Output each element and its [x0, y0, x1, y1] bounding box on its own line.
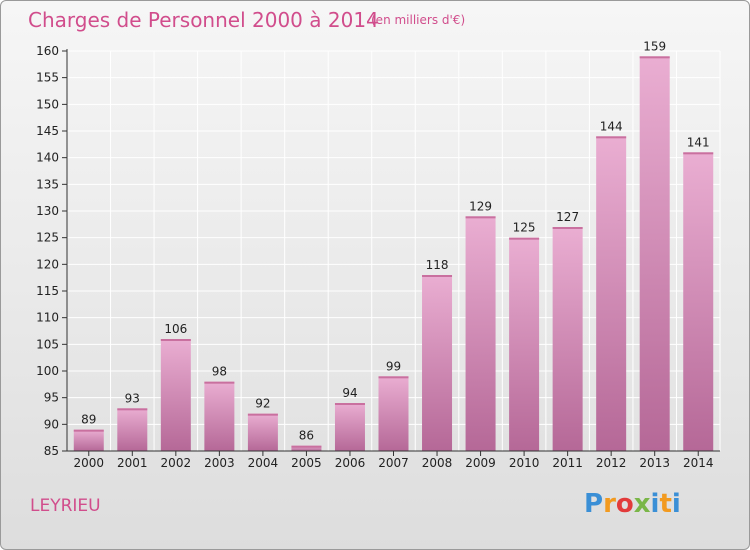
- value-label: 127: [556, 210, 579, 224]
- bar-top-2011: [552, 227, 583, 229]
- bar-top-2013: [639, 56, 670, 59]
- x-tick-label: 2001: [117, 456, 148, 470]
- bar-top-2006: [334, 403, 365, 405]
- bar-top-2004: [247, 413, 278, 416]
- y-tick-label: 125: [36, 231, 59, 245]
- value-label: 159: [643, 39, 666, 53]
- y-tick-label: 120: [36, 257, 59, 271]
- y-tick-label: 90: [44, 417, 59, 431]
- bar-2012: [596, 136, 627, 452]
- logo-letter: r: [603, 489, 616, 519]
- commune-name: LEYRIEU: [30, 496, 101, 516]
- value-label: 86: [299, 429, 314, 443]
- logo-letter: o: [615, 489, 634, 519]
- x-tick-label: 2005: [291, 456, 322, 470]
- y-tick-label: 160: [36, 44, 59, 58]
- y-tick-label: 140: [36, 151, 59, 165]
- bar-top-2002: [160, 339, 191, 341]
- y-tick-label: 145: [36, 124, 59, 138]
- bar-2007: [378, 376, 409, 451]
- value-label: 125: [513, 221, 536, 235]
- value-label: 106: [164, 322, 187, 336]
- x-tick-label: 2008: [422, 456, 453, 470]
- logo-letter: i: [671, 489, 681, 519]
- value-label: 141: [687, 135, 710, 149]
- bar-top-2003: [204, 381, 235, 384]
- value-label: 144: [600, 119, 623, 133]
- bar-2005: [291, 445, 322, 451]
- chart-title: Charges de Personnel 2000 à 2014: [28, 8, 379, 32]
- bar-2010: [509, 237, 540, 451]
- value-label: 99: [386, 359, 401, 373]
- x-tick-label: 2010: [509, 456, 540, 470]
- y-tick-label: 95: [44, 391, 59, 405]
- y-tick-label: 135: [36, 177, 59, 191]
- value-label: 93: [125, 391, 140, 405]
- y-tick-label: 155: [36, 71, 59, 85]
- logo-letter: x: [633, 489, 651, 519]
- bar-top-2010: [509, 237, 540, 240]
- bar-top-2012: [596, 136, 627, 139]
- x-tick-label: 2011: [552, 456, 583, 470]
- bar-2011: [552, 227, 583, 451]
- bar-top-2008: [422, 275, 453, 277]
- logo-letter: t: [659, 489, 672, 519]
- bar-2004: [247, 413, 278, 451]
- value-label: 98: [212, 365, 227, 379]
- logo-letter: i: [650, 489, 660, 519]
- bar-2003: [204, 381, 235, 451]
- x-tick-label: 2006: [335, 456, 366, 470]
- value-label: 129: [469, 199, 492, 213]
- proxiti-logo: Proxiti: [584, 489, 681, 519]
- y-tick-label: 115: [36, 284, 59, 298]
- value-label: 92: [255, 397, 270, 411]
- y-tick-label: 110: [36, 311, 59, 325]
- bar-top-2014: [683, 152, 714, 155]
- y-tick-label: 105: [36, 337, 59, 351]
- bar-top-2007: [378, 376, 409, 379]
- bar-2008: [422, 275, 453, 451]
- x-tick-label: 2014: [683, 456, 714, 470]
- bar-2001: [117, 408, 148, 451]
- bar-2006: [334, 403, 365, 451]
- value-label: 118: [426, 258, 449, 272]
- x-tick-label: 2012: [596, 456, 627, 470]
- bar-2009: [465, 216, 496, 451]
- x-tick-label: 2013: [639, 456, 670, 470]
- x-tick-label: 2002: [161, 456, 192, 470]
- value-label: 89: [81, 413, 96, 427]
- x-tick-label: 2004: [248, 456, 279, 470]
- x-tick-label: 2009: [465, 456, 496, 470]
- value-label: 94: [342, 386, 357, 400]
- y-tick-label: 100: [36, 364, 59, 378]
- bar-2013: [639, 56, 670, 451]
- bar-2002: [160, 339, 191, 451]
- x-tick-label: 2007: [378, 456, 409, 470]
- x-tick-label: 2000: [73, 456, 104, 470]
- y-tick-label: 130: [36, 204, 59, 218]
- bar-top-2005: [291, 445, 322, 448]
- bar-top-2000: [73, 429, 104, 432]
- logo-letter: P: [584, 489, 604, 519]
- bar-top-2009: [465, 216, 496, 219]
- bar-2014: [683, 152, 714, 452]
- chart-subtitle: (en milliers d'€): [371, 13, 466, 27]
- bar-top-2001: [117, 408, 148, 411]
- y-tick-label: 150: [36, 97, 59, 111]
- y-tick-label: 85: [44, 444, 59, 458]
- bar-2000: [73, 429, 104, 451]
- x-tick-label: 2003: [204, 456, 235, 470]
